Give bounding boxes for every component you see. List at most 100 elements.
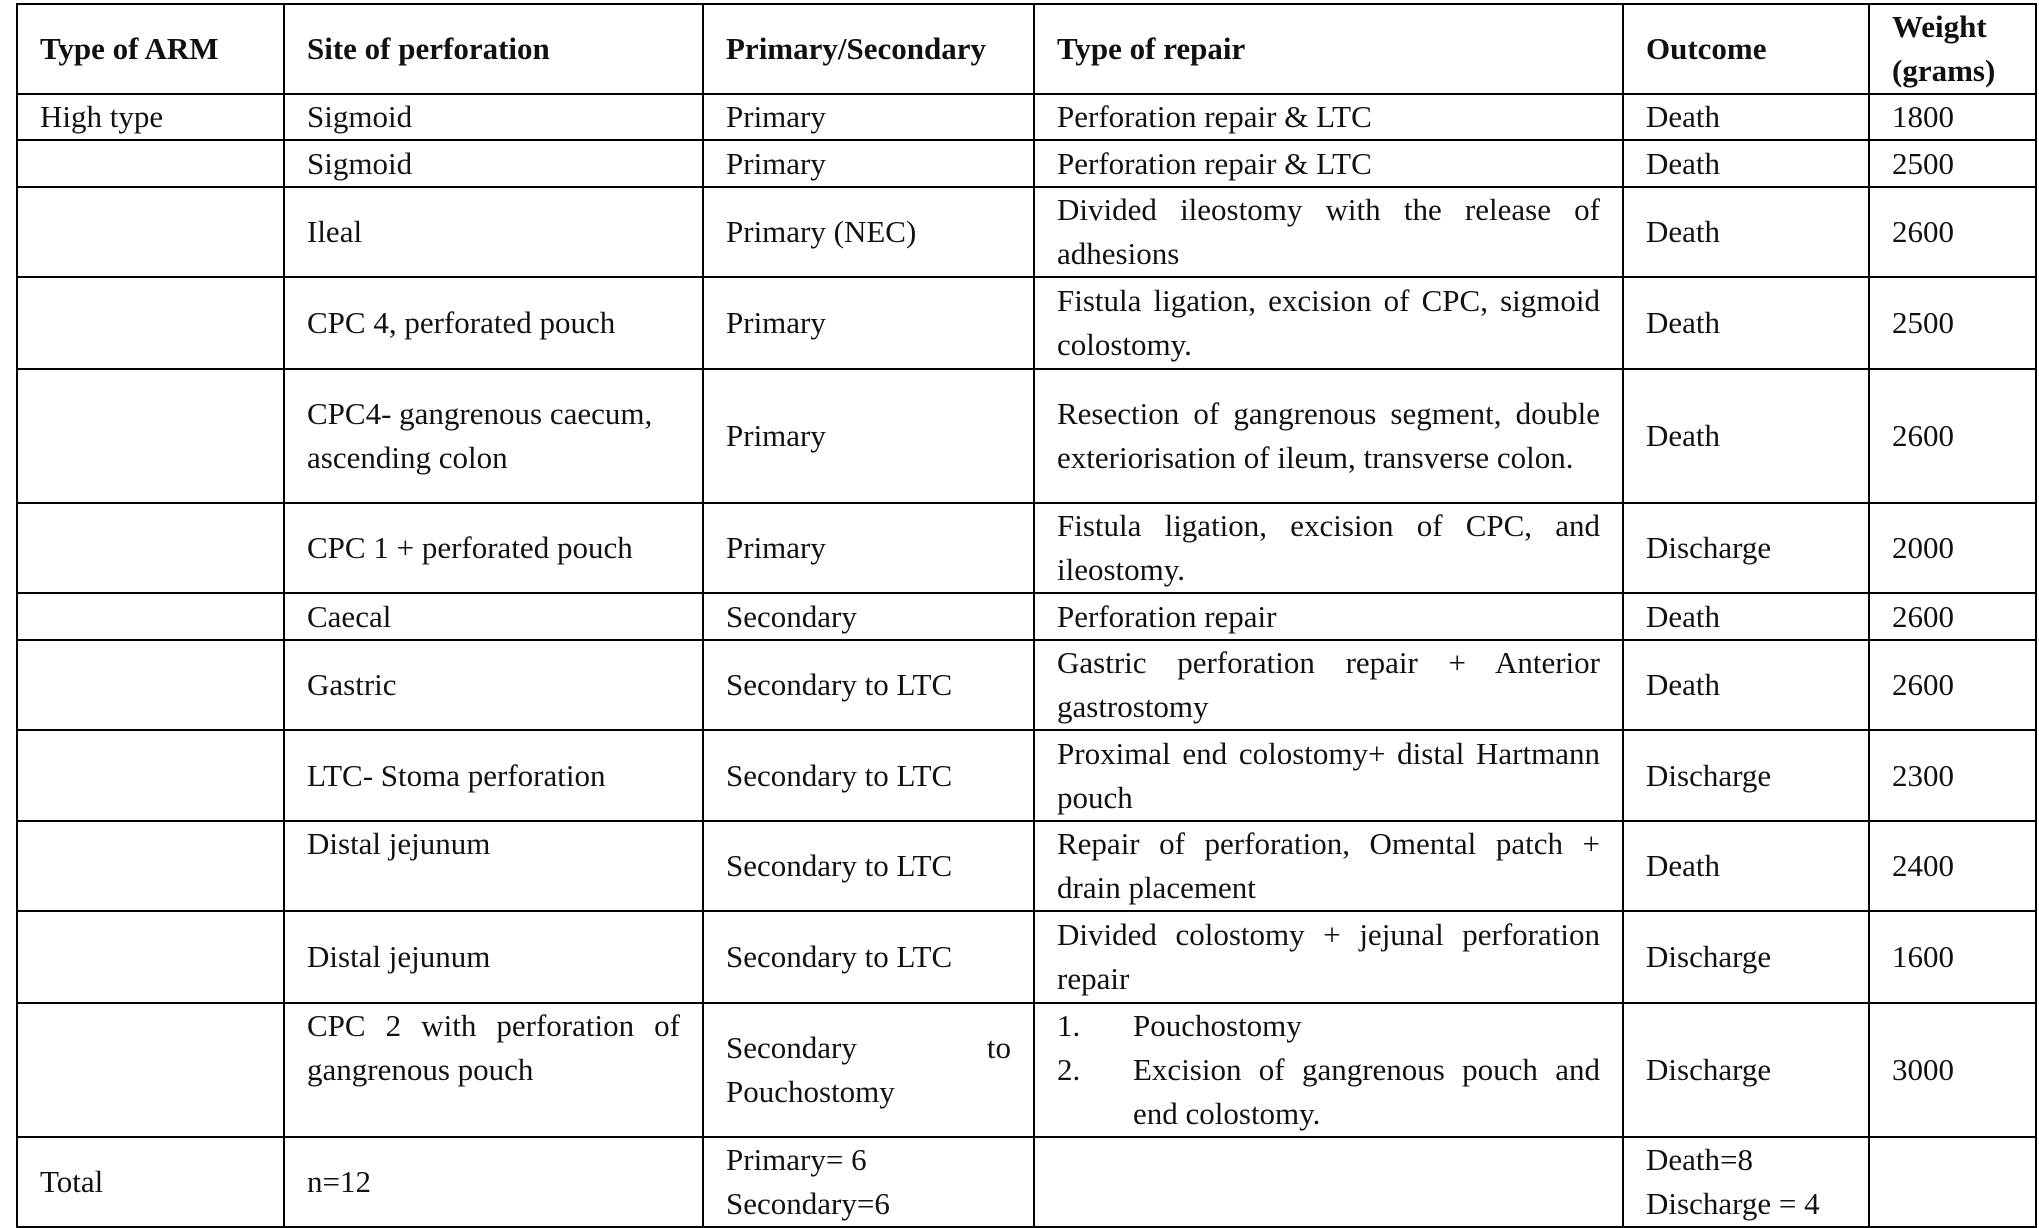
cell-line: Primary= 6 xyxy=(726,1142,867,1177)
table-cell xyxy=(1868,1136,2037,1228)
table-row: CPC 2 with perforation of gangrenous pou… xyxy=(16,1002,2037,1138)
table-cell: Secondary to LTC xyxy=(702,820,1035,912)
table-cell: Discharge xyxy=(1622,729,1870,822)
table-cell: Repair of perforation, Omental patch + d… xyxy=(1033,820,1624,912)
table-row: CPC 1 + perforated pouch Primary Fistula l… xyxy=(16,502,2037,594)
header-cell: Outcome xyxy=(1622,3,1870,95)
table-cell xyxy=(16,592,285,641)
table-body: High type Sigmoid Primary Perforation repai… xyxy=(16,93,2037,1228)
table-cell: Distal jejunum xyxy=(283,910,704,1004)
table-cell: Proximal end colostomy+ distal Hartmann … xyxy=(1033,729,1624,822)
header-cell: Site of perforation xyxy=(283,3,704,95)
table-cell: Discharge xyxy=(1622,502,1870,594)
list-item: 2. Excision of gangrenous pouch and end c… xyxy=(1057,1048,1600,1136)
table-cell: Death xyxy=(1622,592,1870,641)
table-cell: Perforation repair & LTC xyxy=(1033,93,1624,141)
table-cell: Death xyxy=(1622,368,1870,504)
header-cell: Weight (grams) xyxy=(1868,3,2037,95)
table-row: High type Sigmoid Primary Perforation repai… xyxy=(16,93,2037,141)
table-cell xyxy=(16,502,285,594)
table-cell: Divided ileostomy with the release of ad… xyxy=(1033,186,1624,278)
table-cell: CPC4- gangrenous caecum, ascending colon xyxy=(283,368,704,504)
table-cell: 1. Pouchostomy 2. Excision of gangrenous po… xyxy=(1033,1002,1624,1138)
table-cell: Primary xyxy=(702,276,1035,370)
table-cell: Death xyxy=(1622,276,1870,370)
table-row: Sigmoid Primary Perforation repair & LTC De… xyxy=(16,139,2037,188)
table-cell: Primary xyxy=(702,502,1035,594)
header-row: Type of ARM Site of perforation Primary/Se… xyxy=(16,3,2037,95)
total-row: Total n=12 Primary= 6 Secondary=6 Death=8 Dis… xyxy=(16,1136,2037,1228)
table-cell xyxy=(16,276,285,370)
table-cell: 2600 xyxy=(1868,186,2037,278)
table-row: Gastric Secondary to LTC Gastric perforati… xyxy=(16,639,2037,731)
table-cell: Death=8 Discharge = 4 xyxy=(1622,1136,1870,1228)
list-number: 2. xyxy=(1057,1052,1081,1087)
table-cell: Total xyxy=(16,1136,285,1228)
table-cell xyxy=(16,729,285,822)
table-cell: 2600 xyxy=(1868,592,2037,641)
table-cell: Distal jejunum xyxy=(283,820,704,912)
table-cell: Secondary to LTC xyxy=(702,910,1035,1004)
table-cell: Death xyxy=(1622,186,1870,278)
table-cell: CPC 1 + perforated pouch xyxy=(283,502,704,594)
table-cell: Death xyxy=(1622,820,1870,912)
table-cell: Fistula ligation, excision of CPC, and i… xyxy=(1033,502,1624,594)
table-cell xyxy=(16,639,285,731)
table-cell: 3000 xyxy=(1868,1002,2037,1138)
table-row: Ileal Primary (NEC) Divided ileostomy with… xyxy=(16,186,2037,278)
table-cell: Discharge xyxy=(1622,910,1870,1004)
table-cell: Sigmoid xyxy=(283,139,704,188)
table-cell: Secondary to LTC xyxy=(702,729,1035,822)
table-cell xyxy=(16,820,285,912)
table-cell xyxy=(1033,1136,1624,1228)
table-cell xyxy=(16,368,285,504)
table-cell: Resection of gangrenous segment, double … xyxy=(1033,368,1624,504)
table-cell xyxy=(16,1002,285,1138)
table-row: LTC- Stoma perforation Secondary to LTC Pr… xyxy=(16,729,2037,822)
table-cell: Divided colostomy + jejunal perforation … xyxy=(1033,910,1624,1004)
header-cell: Primary/Secondary xyxy=(702,3,1035,95)
table-cell: Discharge xyxy=(1622,1002,1870,1138)
table-row: CPC 4, perforated pouch Primary Fistula li… xyxy=(16,276,2037,370)
table-cell: Secondary to LTC xyxy=(702,639,1035,731)
cell-line: Secondary=6 xyxy=(726,1186,890,1221)
table-cell: 2400 xyxy=(1868,820,2037,912)
table-row: Caecal Secondary Perforation repair Death 26… xyxy=(16,592,2037,641)
table-cell: Sigmoid xyxy=(283,93,704,141)
cell-line: Discharge = 4 xyxy=(1646,1186,1820,1221)
table-cell: Primary (NEC) xyxy=(702,186,1035,278)
table-cell: Ileal xyxy=(283,186,704,278)
table-row: Distal jejunum Secondary to LTC Repair of … xyxy=(16,820,2037,912)
table-cell: CPC 4, perforated pouch xyxy=(283,276,704,370)
table-cell: 2000 xyxy=(1868,502,2037,594)
table-cell: Primary= 6 Secondary=6 xyxy=(702,1136,1035,1228)
header-cell: Type of repair xyxy=(1033,3,1624,95)
table-cell xyxy=(16,910,285,1004)
table-cell: Perforation repair xyxy=(1033,592,1624,641)
table-cell: High type xyxy=(16,93,285,141)
table-cell: Death xyxy=(1622,93,1870,141)
table-cell: Primary xyxy=(702,368,1035,504)
table-cell: Perforation repair & LTC xyxy=(1033,139,1624,188)
list-number: 1. xyxy=(1057,1008,1081,1043)
table-cell: Caecal xyxy=(283,592,704,641)
table-cell: Secondary to Pouchostomy xyxy=(702,1002,1035,1138)
table-cell: 1800 xyxy=(1868,93,2037,141)
table-cell: n=12 xyxy=(283,1136,704,1228)
table-cell: LTC- Stoma perforation xyxy=(283,729,704,822)
table-cell: 2500 xyxy=(1868,139,2037,188)
table-row: CPC4- gangrenous caecum, ascending colon… xyxy=(16,368,2037,504)
cell-line: Death=8 xyxy=(1646,1142,1754,1177)
table-cell: Fistula ligation, excision of CPC, sigmo… xyxy=(1033,276,1624,370)
table-cell: 2500 xyxy=(1868,276,2037,370)
table-cell: CPC 2 with perforation of gangrenous pou… xyxy=(283,1002,704,1138)
table-cell xyxy=(16,139,285,188)
table-row: Distal jejunum Secondary to LTC Divided co… xyxy=(16,910,2037,1004)
table-cell: Primary xyxy=(702,139,1035,188)
table-cell: Death xyxy=(1622,639,1870,731)
table-cell: Primary xyxy=(702,93,1035,141)
table-cell: Secondary xyxy=(702,592,1035,641)
table-cell: Gastric xyxy=(283,639,704,731)
table-cell: 2600 xyxy=(1868,639,2037,731)
